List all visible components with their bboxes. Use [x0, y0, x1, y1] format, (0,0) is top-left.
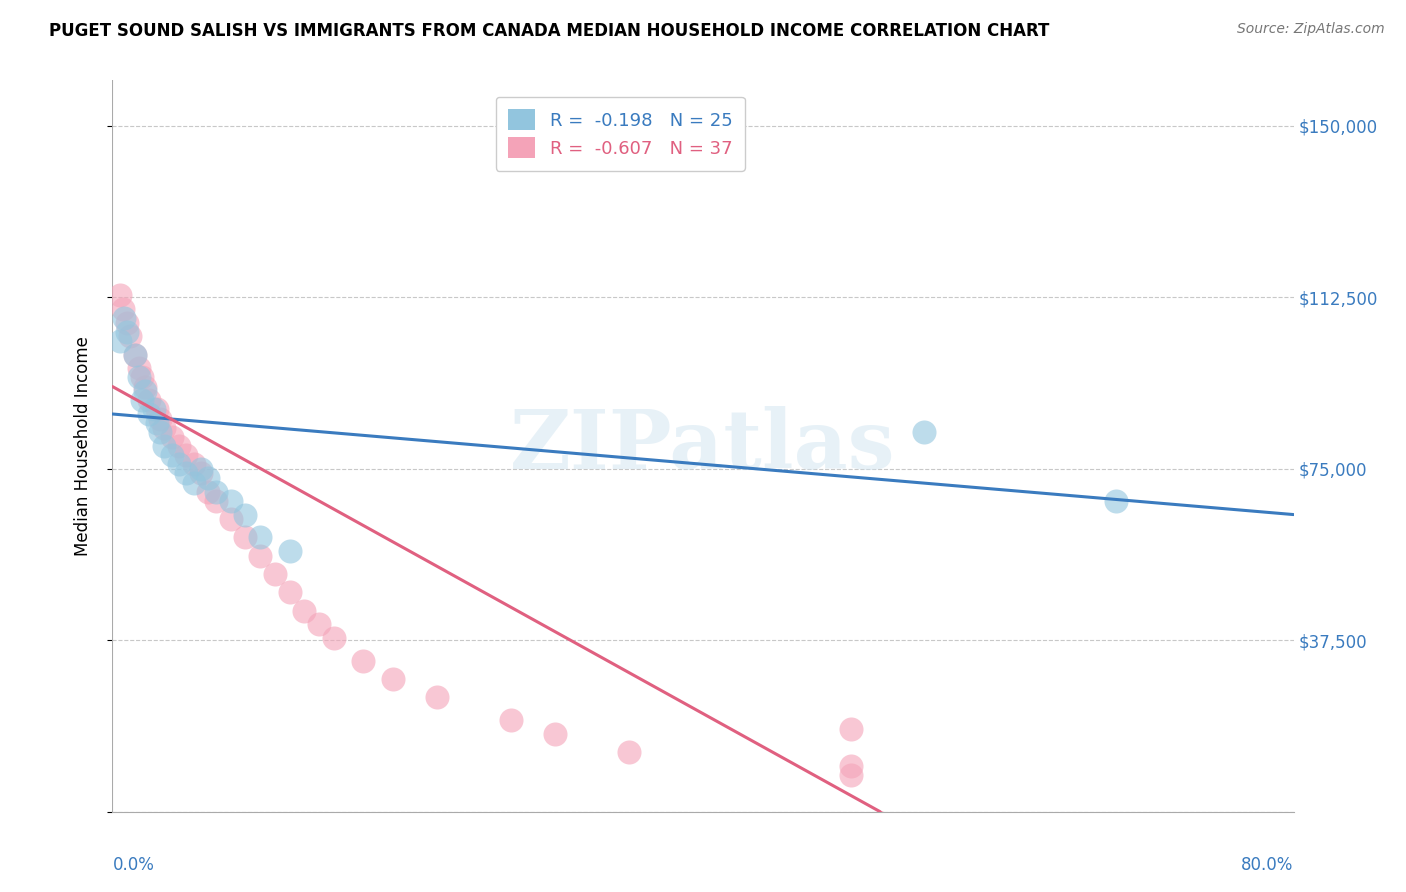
Point — [167, 439, 190, 453]
Point — [149, 411, 172, 425]
Point — [619, 745, 641, 759]
Point — [839, 759, 862, 773]
Point — [278, 544, 301, 558]
Point — [233, 508, 256, 522]
Point — [1105, 493, 1128, 508]
Point — [382, 672, 405, 686]
Point — [146, 402, 169, 417]
Point — [190, 467, 212, 481]
Point — [149, 425, 172, 440]
Point — [278, 585, 301, 599]
Point — [352, 654, 374, 668]
Point — [120, 329, 142, 343]
Point — [124, 347, 146, 362]
Point — [131, 393, 153, 408]
Point — [219, 493, 242, 508]
Point — [544, 727, 567, 741]
Y-axis label: Median Household Income: Median Household Income — [73, 336, 91, 556]
Point — [112, 310, 135, 325]
Text: 80.0%: 80.0% — [1241, 855, 1294, 873]
Point — [146, 416, 169, 430]
Point — [153, 420, 176, 434]
Point — [197, 471, 219, 485]
Point — [174, 467, 197, 481]
Legend: R =  -0.198   N = 25, R =  -0.607   N = 37: R = -0.198 N = 25, R = -0.607 N = 37 — [495, 96, 745, 171]
Point — [124, 347, 146, 362]
Point — [160, 430, 183, 444]
Point — [142, 402, 165, 417]
Point — [308, 617, 330, 632]
Point — [117, 316, 138, 330]
Point — [219, 512, 242, 526]
Point — [249, 530, 271, 544]
Text: PUGET SOUND SALISH VS IMMIGRANTS FROM CANADA MEDIAN HOUSEHOLD INCOME CORRELATION: PUGET SOUND SALISH VS IMMIGRANTS FROM CA… — [49, 22, 1050, 40]
Point — [426, 690, 449, 705]
Point — [117, 325, 138, 339]
Point — [111, 301, 134, 316]
Point — [205, 493, 228, 508]
Point — [128, 361, 150, 376]
Point — [249, 549, 271, 563]
Point — [167, 457, 190, 471]
Text: Source: ZipAtlas.com: Source: ZipAtlas.com — [1237, 22, 1385, 37]
Point — [721, 142, 744, 156]
Point — [292, 603, 315, 617]
Point — [134, 379, 156, 393]
Point — [205, 484, 228, 499]
Point — [160, 448, 183, 462]
Point — [134, 384, 156, 398]
Point — [108, 288, 131, 302]
Point — [233, 530, 256, 544]
Text: 0.0%: 0.0% — [112, 855, 155, 873]
Point — [323, 631, 346, 645]
Point — [128, 370, 150, 384]
Point — [197, 484, 219, 499]
Point — [131, 370, 153, 384]
Point — [839, 768, 862, 782]
Point — [914, 425, 936, 440]
Point — [190, 462, 212, 476]
Point — [138, 407, 160, 421]
Point — [174, 448, 197, 462]
Point — [501, 714, 523, 728]
Point — [264, 567, 287, 582]
Point — [153, 439, 176, 453]
Point — [839, 723, 862, 737]
Point — [183, 457, 205, 471]
Point — [183, 475, 205, 490]
Point — [138, 393, 160, 408]
Text: ZIPatlas: ZIPatlas — [510, 406, 896, 486]
Point — [108, 334, 131, 348]
